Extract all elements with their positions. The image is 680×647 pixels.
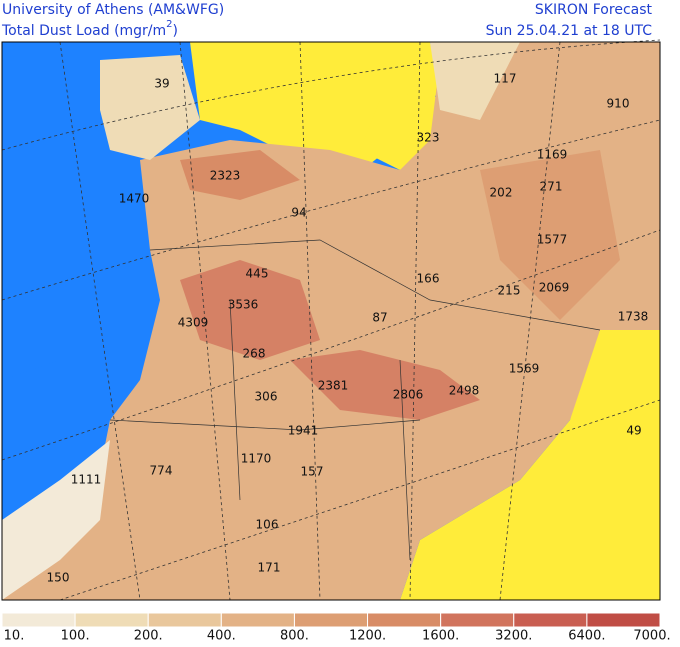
dust-light-north — [100, 55, 200, 160]
product: Total Dust Load (mgr/m2) — [1, 19, 178, 39]
dust-value-label: 106 — [256, 518, 279, 532]
colorbar-label: 1600. — [422, 629, 459, 644]
dust-value-label: 910 — [607, 97, 630, 111]
colorbar-swatch — [220, 612, 295, 628]
dust-value-label: 157 — [301, 465, 324, 479]
map — [1, 39, 661, 601]
dust-value-label: 166 — [417, 272, 440, 286]
colorbar-label: 400. — [207, 629, 236, 644]
colorbar-swatch — [1, 612, 76, 628]
dust-value-label: 1738 — [618, 310, 649, 324]
dust-value-label: 202 — [490, 186, 513, 200]
borders — [109, 239, 601, 561]
dust-value-label: 323 — [417, 131, 440, 145]
dust-light-west — [2, 440, 110, 600]
colorbar-label: 100. — [61, 629, 90, 644]
colorbar-label: 7000. — [633, 629, 670, 644]
dust-value-label: 2806 — [393, 388, 424, 402]
dust-value-label: 4309 — [178, 316, 209, 330]
dust-value-label: 2069 — [539, 281, 570, 295]
dust-value-label: 1169 — [537, 148, 568, 162]
dust-value-label: 3536 — [228, 298, 259, 312]
colorbar-swatch — [440, 612, 515, 628]
colorbar-swatch — [586, 612, 661, 628]
colorbar-label: 3200. — [495, 629, 532, 644]
dust-value-label: 117 — [494, 72, 517, 86]
colorbar-label: 10. — [4, 629, 25, 644]
graticule — [1, 39, 661, 601]
dust-value-label: 87 — [372, 311, 387, 325]
dust-value-label: 1577 — [537, 233, 568, 247]
dust-core-mideast — [480, 150, 620, 320]
institution: University of Athens (AM&WFG) — [2, 2, 224, 18]
atlantic — [2, 42, 140, 380]
dust-value-label: 215 — [498, 284, 521, 298]
dust-light-east — [430, 42, 520, 120]
dust-value-label: 2323 — [210, 169, 241, 183]
dust-core-central — [290, 350, 480, 420]
dust-value-label: 774 — [150, 464, 173, 478]
product-text: Total Dust Load (mgr/m — [1, 23, 166, 39]
colorbar-swatch — [367, 612, 442, 628]
dust-core-france — [180, 150, 300, 200]
product-superscript: 2 — [166, 19, 172, 30]
dust-value-label: 2498 — [449, 384, 480, 398]
dust-value-label: 1569 — [509, 362, 540, 376]
colorbar-label: 800. — [280, 629, 309, 644]
dust-core-west — [180, 260, 320, 360]
dust-value-label: 268 — [243, 347, 266, 361]
dust-value-label: 1470 — [119, 192, 150, 206]
dust-value-label: 1941 — [288, 424, 319, 438]
colorbar-swatch — [147, 612, 222, 628]
map-frame — [1, 41, 661, 601]
colorbar-swatch — [513, 612, 588, 628]
dust-value-label: 49 — [626, 424, 641, 438]
dust-value-label: 39 — [154, 77, 169, 91]
dust-value-label: 2381 — [318, 379, 349, 393]
dust-value-label: 1170 — [241, 452, 272, 466]
dust-value-label: 271 — [540, 180, 563, 194]
dust-value-label: 171 — [258, 561, 281, 575]
dust-value-label: 306 — [255, 390, 278, 404]
model: SKIRON Forecast — [535, 2, 653, 18]
dust-value-label: 94 — [291, 206, 306, 220]
land-arabia — [400, 320, 660, 600]
dust-value-label: 150 — [47, 571, 70, 585]
colorbar-swatch — [293, 612, 369, 628]
product-suffix: ) — [173, 23, 178, 39]
colorbar-label: 1200. — [349, 629, 386, 644]
colorbar-swatch — [74, 612, 149, 628]
colorbar-label: 6400. — [568, 629, 605, 644]
dust-value-label: 445 — [246, 267, 269, 281]
dust-value-label: 1111 — [71, 473, 102, 487]
valid-time: Sun 25.04.21 at 18 UTC — [486, 23, 653, 39]
colorbar-label: 200. — [134, 629, 163, 644]
